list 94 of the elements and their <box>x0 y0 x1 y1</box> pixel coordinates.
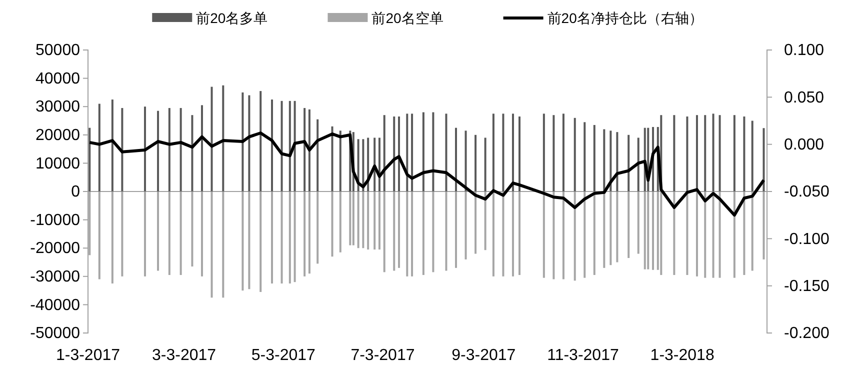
bar <box>432 112 434 192</box>
bar <box>445 114 448 192</box>
y-tick-label: -50000 <box>30 325 80 342</box>
bar <box>542 114 545 192</box>
legend-label: 前20名空单 <box>372 10 444 26</box>
bar <box>88 128 91 192</box>
bar <box>584 122 586 192</box>
x-tick-label: 3-3-2017 <box>152 347 216 364</box>
y-tick-label: -30000 <box>30 268 80 286</box>
y-tick-label: -40000 <box>30 296 80 314</box>
bar <box>378 138 380 192</box>
y-tick-label: 40000 <box>36 70 80 88</box>
bar <box>248 95 250 192</box>
bar <box>718 115 721 192</box>
bar <box>712 114 714 192</box>
bar <box>308 109 310 192</box>
bar <box>260 91 262 192</box>
bar <box>422 112 424 192</box>
bar <box>637 138 640 192</box>
bar <box>574 118 576 192</box>
bar <box>383 115 386 192</box>
bar <box>398 116 400 192</box>
bar <box>288 100 291 192</box>
bar <box>200 105 203 192</box>
bar <box>111 100 114 192</box>
bar <box>210 86 213 192</box>
y-tick-label: 30000 <box>36 98 80 116</box>
bar <box>362 139 364 192</box>
y2-tick-label: -0.150 <box>784 278 830 295</box>
y-tick-label: 50000 <box>36 42 80 60</box>
bar <box>242 92 244 192</box>
bar <box>518 116 520 192</box>
bar <box>304 108 306 192</box>
bar <box>168 108 170 192</box>
bar <box>673 115 676 192</box>
bar <box>610 130 612 192</box>
x-tick-label: 1-3-2017 <box>56 347 120 364</box>
y2-tick-label: -0.200 <box>784 325 830 342</box>
bar <box>331 126 334 192</box>
bar <box>98 104 100 192</box>
bar <box>393 116 396 192</box>
bar <box>704 115 706 192</box>
bar <box>512 114 514 192</box>
x-tick-label: 1-3-2018 <box>650 347 714 364</box>
y2-tick-label: -0.050 <box>784 184 830 201</box>
bar <box>157 110 160 192</box>
y-tick-label: 20000 <box>36 127 80 144</box>
bar <box>144 106 146 192</box>
y2-tick-label: 0.100 <box>784 42 824 60</box>
bar <box>593 124 596 192</box>
bar <box>492 114 494 192</box>
y2-tick-label: 0.050 <box>784 89 824 106</box>
bar <box>686 192 688 275</box>
y-tick-label: -10000 <box>30 212 80 229</box>
legend-label: 前20名多单 <box>196 10 268 26</box>
bar <box>191 115 194 192</box>
bar <box>474 134 477 192</box>
bar <box>121 108 124 192</box>
bar <box>502 114 504 192</box>
bar <box>686 116 688 192</box>
legend-label: 前20名净持仓比（右轴） <box>547 10 703 26</box>
bar <box>454 128 457 192</box>
bar <box>271 100 273 192</box>
bar <box>406 114 408 192</box>
bar <box>222 85 224 192</box>
bar <box>603 192 606 268</box>
x-tick-label: 7-3-2017 <box>350 347 415 364</box>
bar <box>743 116 746 192</box>
x-tick-label: 5-3-2017 <box>251 347 316 364</box>
y-tick-label: 0 <box>71 184 80 201</box>
bar <box>484 138 486 192</box>
bar <box>357 139 360 192</box>
bar <box>616 132 618 192</box>
bar <box>339 130 342 192</box>
bar <box>552 115 555 192</box>
bar <box>294 100 296 192</box>
y-tick-label: -20000 <box>30 240 80 258</box>
bar <box>492 192 494 276</box>
y2-tick-label: 0.000 <box>784 136 824 154</box>
x-tick-label: 11-3-2017 <box>547 347 619 364</box>
bar <box>603 129 606 192</box>
bar <box>180 108 182 192</box>
bar <box>628 134 630 192</box>
y-tick-label: 10000 <box>36 155 80 172</box>
bar <box>316 119 319 192</box>
x-tick-label: 9-3-2017 <box>452 347 516 364</box>
bar <box>751 120 754 192</box>
bar <box>733 115 736 192</box>
bar <box>762 128 765 192</box>
bar <box>464 130 467 192</box>
y2-tick-label: -0.100 <box>784 230 830 248</box>
bar <box>280 100 283 192</box>
bar <box>562 114 564 192</box>
bar <box>411 114 414 192</box>
